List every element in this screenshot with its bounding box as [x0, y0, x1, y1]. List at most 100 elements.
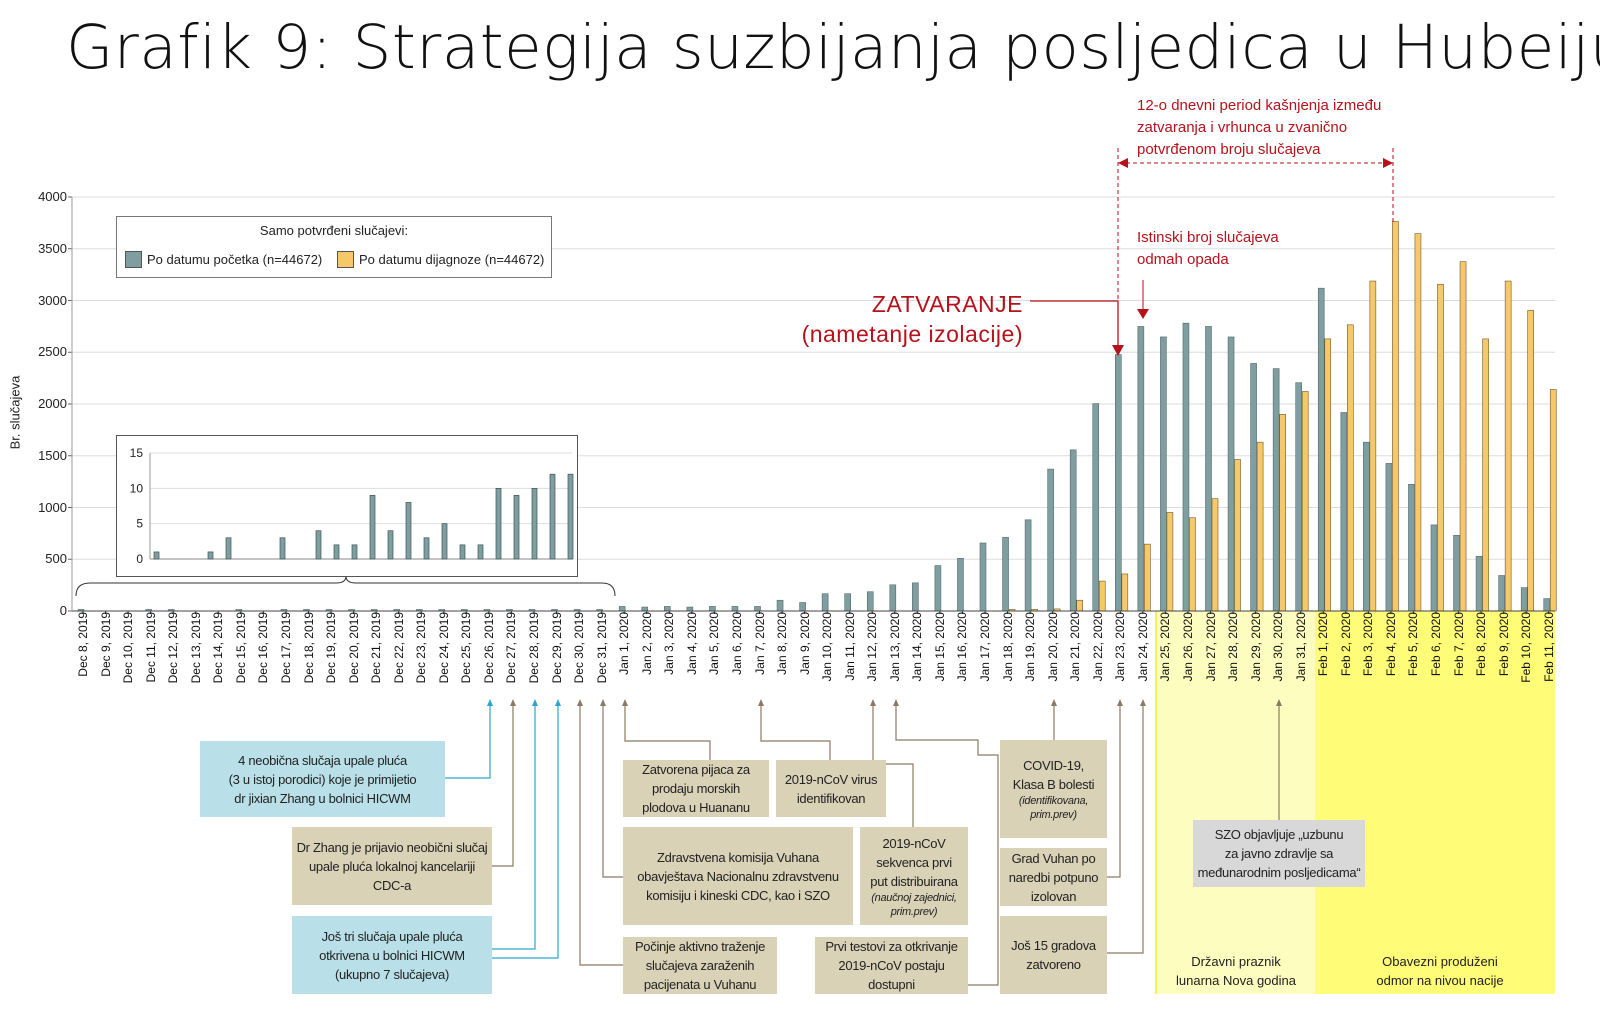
- x-tick-label: Feb 11, 2020: [1541, 612, 1556, 682]
- bar-onset: [1115, 354, 1122, 612]
- legend-title: Samo potvrđeni slučajevi:: [259, 223, 409, 238]
- x-tick-label: Dec 27, 2019: [504, 612, 519, 684]
- bar-onset: [1295, 382, 1302, 612]
- x-tick-label: Jan 28, 2020: [1226, 612, 1241, 682]
- bar-onset: [1430, 524, 1438, 612]
- legend: Samo potvrđeni slučajevi: Po datumu poče…: [116, 216, 552, 278]
- band-label-line: Obavezni produženi: [1382, 954, 1498, 969]
- x-tick-label: Jan 10, 2020: [820, 612, 835, 682]
- connector-arrowheads: [487, 699, 1282, 706]
- event-text: COVID-19,: [1023, 758, 1084, 773]
- bar-diagnosis: [1437, 283, 1444, 612]
- x-tick-label: Jan 31, 2020: [1293, 612, 1308, 682]
- band-label-line: odmor na nivou nacije: [1376, 973, 1504, 988]
- bar-diagnosis: [1459, 261, 1467, 612]
- event-box: Još tri slučaja upale pluća otkrivena u b…: [292, 916, 492, 994]
- true-cases-line: odmah opada: [1137, 251, 1229, 268]
- x-tick-label: Feb 10, 2020: [1519, 612, 1534, 683]
- event-note: prim.prev): [890, 905, 938, 918]
- x-tick-label: Jan 26, 2020: [1180, 612, 1195, 682]
- y-tick-label: 3000: [38, 292, 67, 308]
- lockdown-annotation: ZATVARANJE (nametanje izolacije): [760, 289, 1023, 349]
- x-tick-label: Feb 8, 2020: [1474, 612, 1489, 677]
- arrow-down-icon: [1112, 345, 1124, 356]
- bar-diagnosis: [1211, 498, 1219, 612]
- x-tick-label: Dec 13, 2019: [188, 612, 203, 684]
- event-text: Grad Vuhan po: [1011, 850, 1096, 866]
- x-tick-label: Dec 8, 2019: [76, 612, 90, 677]
- bar-diagnosis: [1482, 338, 1489, 612]
- delay-line: 12-o dnevni period kašnjenja između: [1137, 97, 1382, 114]
- bar-onset: [1543, 598, 1551, 612]
- event-box: SZO objavljuje „uzbunu za javno zdravlje …: [1193, 820, 1365, 887]
- x-tick-label: Feb 6, 2020: [1429, 612, 1443, 677]
- x-tick-label: Feb 5, 2020: [1406, 612, 1421, 677]
- x-tick-label: Dec 28, 2019: [527, 612, 541, 684]
- event-text: zatvoreno: [1026, 957, 1081, 972]
- inset-bar-onset: [567, 473, 574, 560]
- x-tick-label: Dec 21, 2019: [369, 612, 384, 684]
- legend-swatch-onset: [125, 251, 142, 268]
- arrow-up-icon: [510, 699, 516, 706]
- bar-diagnosis: [1347, 324, 1354, 612]
- bar-onset: [799, 602, 806, 612]
- x-tick-label: Dec 24, 2019: [436, 612, 451, 684]
- x-tick-label: Jan 12, 2020: [865, 612, 880, 682]
- bar-diagnosis: [1098, 580, 1106, 612]
- event-note: prim.prev): [1030, 809, 1077, 821]
- x-tick-label: Dec 20, 2019: [346, 612, 361, 684]
- y-tick-label: 0: [59, 603, 67, 618]
- event-text: upale pluća lokalnoj kancelariji: [308, 858, 475, 874]
- x-tick-label: Jan 1, 2020: [617, 612, 632, 675]
- event-text: CDC-a: [372, 877, 412, 893]
- bar-onset: [889, 584, 897, 612]
- bar-onset: [844, 593, 852, 612]
- bar-onset: [1160, 336, 1167, 612]
- arrow-up-icon: [600, 699, 606, 706]
- bar-diagnosis: [1256, 441, 1264, 612]
- x-tick-label: Jan 7, 2020: [752, 612, 767, 675]
- delay-annotation: 12-o dnevni period kašnjenja između zatv…: [1137, 95, 1381, 161]
- bar-diagnosis: [1234, 459, 1241, 612]
- x-tick-label: Jan 4, 2020: [684, 612, 699, 675]
- bar-onset: [618, 606, 626, 612]
- lockdown-sublabel: (nametanje izolacije): [801, 321, 1023, 347]
- inset-bar-onset: [495, 487, 502, 560]
- x-tick-label: Dec 19, 2019: [324, 612, 339, 684]
- event-text: prodaju morskih: [652, 781, 740, 796]
- bar-onset: [1250, 363, 1257, 612]
- true-cases-annotation: Istinski broj slučajeva odmah opada: [1137, 227, 1279, 271]
- y-tick-label: 500: [45, 551, 67, 567]
- x-tick-label: Dec 10, 2019: [121, 612, 136, 684]
- bar-diagnosis: [1301, 391, 1309, 612]
- event-box: COVID-19, Klasa B bolesti (identifikovana,…: [1000, 740, 1107, 838]
- event-text: dr jixian Zhang u bolnici HICWM: [234, 790, 411, 806]
- lockdown-label: ZATVARANJE: [871, 291, 1023, 317]
- x-tick-label: Feb 3, 2020: [1361, 612, 1376, 677]
- extended-holiday-band: [1315, 611, 1555, 994]
- x-tick-label: Dec 31, 2019: [594, 612, 609, 684]
- bar-onset: [912, 582, 919, 612]
- bar-diagnosis: [1144, 543, 1151, 612]
- y-axis-label: Br. slučajeva: [7, 375, 23, 450]
- bar-onset: [1408, 484, 1415, 612]
- x-tick-label: Dec 15, 2019: [233, 612, 248, 684]
- arrow-up-icon: [870, 699, 876, 706]
- bar-onset: [979, 542, 987, 612]
- event-text: dostupni: [868, 977, 915, 992]
- x-tick-label: Dec 11, 2019: [143, 612, 158, 683]
- bar-diagnosis: [1369, 280, 1377, 612]
- x-tick-label: Dec 17, 2019: [278, 612, 293, 684]
- arrow-up-icon: [893, 699, 899, 706]
- event-box: Grad Vuhan po naredbi potpuno izolovan: [1000, 848, 1107, 906]
- bar-onset: [1002, 537, 1009, 612]
- event-text: slučajeva zaraženih: [645, 958, 755, 973]
- bar-onset: [1047, 468, 1054, 612]
- inset-bar-onset: [531, 487, 538, 560]
- bar-diagnosis: [1166, 512, 1174, 612]
- inset-bar-onset: [387, 530, 394, 560]
- x-tick-label: Feb 1, 2020: [1316, 612, 1331, 677]
- bar-diagnosis: [1527, 310, 1534, 612]
- x-tick-label: Jan 15, 2020: [932, 612, 947, 682]
- event-text: 2019-nCoV virus: [784, 771, 878, 787]
